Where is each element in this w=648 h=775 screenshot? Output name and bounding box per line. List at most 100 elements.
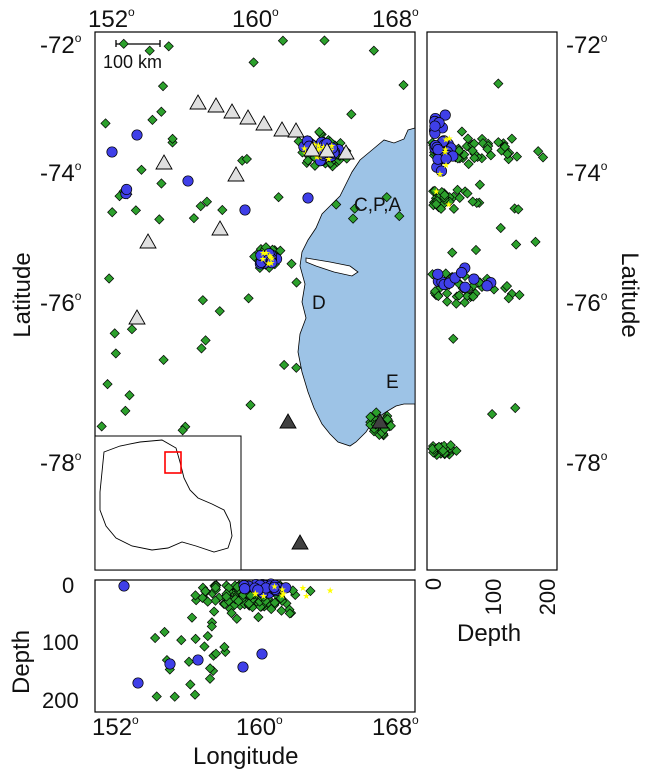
star-marker: ★ [316, 153, 324, 163]
right-depth-tick-0: 0 [421, 577, 446, 591]
small-quake-marker [154, 214, 165, 225]
small-quake-marker [368, 45, 379, 56]
small-quake-marker [431, 199, 442, 210]
small-quake-marker [186, 612, 198, 623]
small-quake-marker [276, 605, 287, 616]
large-quake-marker [435, 165, 448, 177]
small-quake-marker [462, 290, 473, 302]
small-quake-marker [382, 414, 393, 425]
small-quake-marker [349, 203, 360, 214]
small-quake-marker [291, 362, 302, 373]
station-triangle-marker [273, 121, 291, 137]
small-quake-marker [365, 411, 376, 422]
small-quake-marker [502, 148, 513, 160]
large-quake-marker [302, 192, 314, 204]
small-quake-marker [302, 155, 314, 166]
large-quake-marker [280, 582, 292, 594]
star-marker: ★ [325, 155, 333, 165]
small-quake-marker [493, 137, 504, 148]
small-quake-marker [185, 679, 196, 690]
star-marker: ★ [279, 590, 287, 600]
small-quake-marker [231, 613, 242, 624]
antarctica-outline [99, 439, 233, 553]
small-quake-marker [448, 333, 459, 344]
small-quake-marker [188, 213, 200, 224]
small-quake-marker [110, 348, 121, 359]
star-marker: ★ [268, 255, 276, 265]
small-quake-marker [331, 199, 342, 210]
large-quake-marker [256, 648, 268, 660]
station-triangle-marker [211, 220, 229, 236]
large-quake-marker [439, 109, 451, 121]
large-quake-marker [459, 281, 471, 293]
ice-tongue [305, 257, 359, 277]
large-quake-marker [239, 583, 251, 595]
small-quake-marker [537, 152, 549, 163]
small-quake-marker [176, 635, 187, 646]
small-quake-marker [462, 133, 474, 144]
small-quake-marker [210, 595, 221, 606]
small-quake-marker [429, 185, 440, 196]
depth-label-right-panel: Depth [457, 620, 522, 647]
small-quake-marker [442, 288, 453, 299]
small-quake-marker [454, 192, 465, 203]
small-quake-marker [371, 407, 382, 418]
small-quake-marker [241, 153, 252, 165]
station-triangle-marker [337, 144, 355, 160]
small-quake-marker [104, 273, 115, 284]
small-quake-marker [463, 158, 474, 170]
small-quake-marker [124, 390, 135, 401]
star-marker: ★ [442, 136, 450, 146]
small-quake-marker [510, 402, 521, 414]
small-quake-marker [456, 126, 468, 137]
small-quake-marker [284, 608, 295, 619]
small-quake-marker [219, 641, 230, 653]
small-quake-marker [277, 35, 289, 46]
small-quake-marker [398, 79, 409, 91]
right-lat-tick-76: -76o [566, 289, 608, 317]
small-quake-marker [255, 601, 266, 612]
small-quake-marker [130, 205, 141, 216]
small-quake-marker [279, 359, 290, 371]
bottom-lon-tick-160: 160o [236, 713, 283, 741]
small-quake-marker [201, 196, 213, 207]
small-quake-marker [273, 192, 284, 203]
star-marker: ★ [442, 161, 450, 171]
small-quake-marker [158, 354, 169, 366]
right-depth-tick-200: 200 [535, 578, 560, 616]
small-quake-marker [511, 239, 522, 250]
small-quake-marker [346, 109, 357, 120]
small-quake-marker [468, 291, 479, 302]
station-triangle-marker [128, 309, 146, 325]
station-triangle-marker [279, 413, 297, 429]
star-marker: ★ [314, 146, 322, 156]
depth-label-bottom-panel: Depth [8, 629, 35, 694]
star-marker: ★ [319, 143, 327, 153]
small-quake-marker [269, 597, 280, 608]
large-quake-marker [455, 267, 468, 279]
small-quake-marker [467, 196, 478, 207]
small-quake-marker [100, 118, 111, 129]
large-quake-marker [121, 183, 133, 195]
large-quake-marker [132, 677, 144, 689]
small-quake-marker [248, 57, 259, 68]
star-marker: ★ [314, 142, 322, 152]
small-quake-marker [156, 178, 167, 189]
small-quake-marker [486, 409, 498, 420]
star-marker: ★ [316, 145, 324, 155]
small-quake-marker [150, 632, 161, 644]
star-marker: ★ [326, 586, 334, 596]
small-quake-marker [437, 445, 449, 456]
star-marker: ★ [299, 584, 307, 594]
station-triangle-marker [287, 122, 305, 138]
large-quake-marker [268, 581, 280, 593]
right-depth-tick-100: 100 [481, 578, 506, 616]
small-quake-marker [514, 289, 525, 301]
latitude-label-right: Latitude [616, 252, 643, 338]
small-quake-marker [169, 691, 180, 702]
star-marker: ★ [260, 592, 268, 602]
latitude-label-left: Latitude [9, 252, 36, 338]
small-quake-marker [206, 621, 217, 632]
small-quake-marker [467, 145, 478, 156]
star-marker: ★ [441, 148, 449, 158]
